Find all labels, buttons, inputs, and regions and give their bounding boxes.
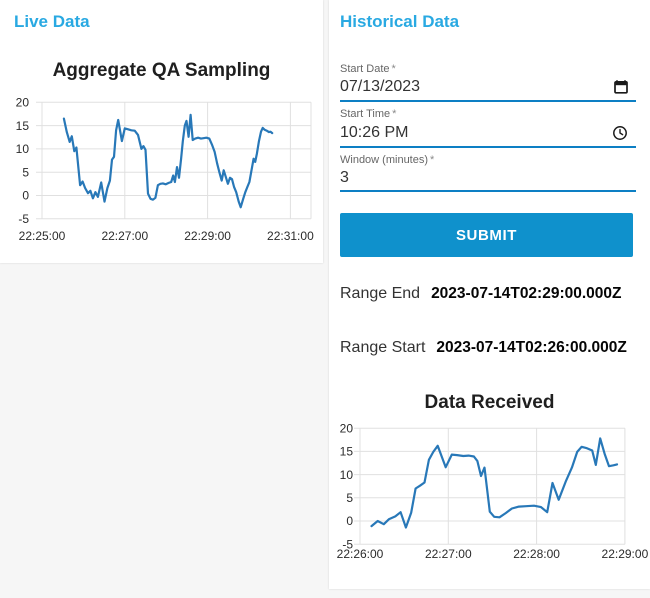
range-start-row: Range Start 2023-07-14T02:26:00.000Z xyxy=(340,339,627,357)
start-time-label: Start Time * xyxy=(340,108,396,120)
svg-text:0: 0 xyxy=(22,189,29,203)
svg-text:-5: -5 xyxy=(18,212,29,226)
svg-text:15: 15 xyxy=(16,119,30,133)
window-minutes-underline xyxy=(340,190,636,192)
range-end-label: Range End xyxy=(340,285,421,302)
svg-text:22:29:00: 22:29:00 xyxy=(184,229,231,243)
calendar-icon[interactable] xyxy=(613,79,629,95)
start-date-label: Start Date * xyxy=(340,63,396,75)
start-time-underline xyxy=(340,146,636,148)
start-time-label-text: Start Time xyxy=(340,108,391,120)
start-time-required-marker: * xyxy=(392,108,397,120)
range-start-label: Range Start xyxy=(340,339,426,356)
svg-text:10: 10 xyxy=(340,468,354,482)
svg-text:-5: -5 xyxy=(342,537,353,551)
historical-data-heading: Historical Data xyxy=(340,12,460,31)
range-start-value: 2023-07-14T02:26:00.000Z xyxy=(436,339,627,356)
svg-text:22:27:00: 22:27:00 xyxy=(101,229,148,243)
svg-text:20: 20 xyxy=(16,96,30,110)
window-minutes-input[interactable]: 3 xyxy=(340,169,349,186)
svg-text:22:26:00: 22:26:00 xyxy=(337,547,384,561)
start-date-required-marker: * xyxy=(391,63,396,75)
data-received-chart-title: Data Received xyxy=(424,392,555,413)
start-date-underline xyxy=(340,100,636,102)
svg-text:10: 10 xyxy=(16,142,30,156)
window-minutes-label: Window (minutes) * xyxy=(340,154,434,166)
svg-text:22:25:00: 22:25:00 xyxy=(19,229,66,243)
live-data-heading: Live Data xyxy=(14,12,90,31)
svg-text:22:29:00: 22:29:00 xyxy=(602,547,649,561)
data-received-chart: 20 15 10 5 0 -522:26:00 22:27:00 22:28:00 22:29:… xyxy=(337,421,649,561)
svg-text:0: 0 xyxy=(346,514,353,528)
clock-icon[interactable] xyxy=(612,125,628,141)
svg-text:5: 5 xyxy=(346,491,353,505)
aggregate-qa-sampling-chart: 20 15 10 5 0 -5 22:25:00 22:27:00 22:29:00 22:31:… xyxy=(16,96,314,244)
svg-text:20: 20 xyxy=(340,421,354,435)
svg-text:5: 5 xyxy=(22,165,29,179)
range-end-value: 2023-07-14T02:29:00.000Z xyxy=(431,285,622,302)
start-date-input[interactable]: 07/13/2023 xyxy=(340,78,421,95)
aggregate-qa-sampling-chart-title: Aggregate QA Sampling xyxy=(52,60,271,81)
svg-text:22:31:00: 22:31:00 xyxy=(267,229,314,243)
historical-data-panel: Historical Data Start Date * 07/13/2023 S… xyxy=(329,0,650,589)
window-minutes-required-marker: * xyxy=(430,154,435,166)
svg-text:15: 15 xyxy=(340,445,354,459)
submit-button[interactable]: SUBMIT xyxy=(340,213,633,257)
range-end-row: Range End 2023-07-14T02:29:00.000Z xyxy=(340,285,622,303)
start-time-input[interactable]: 10:26 PM xyxy=(340,124,409,141)
svg-text:22:27:00: 22:27:00 xyxy=(425,547,472,561)
window-minutes-label-text: Window (minutes) xyxy=(340,154,429,166)
live-data-panel: Live Data Aggregate QA Sampling 20 15 10 5 0… xyxy=(0,0,323,263)
svg-text:22:28:00: 22:28:00 xyxy=(513,547,560,561)
start-date-label-text: Start Date xyxy=(340,63,390,75)
